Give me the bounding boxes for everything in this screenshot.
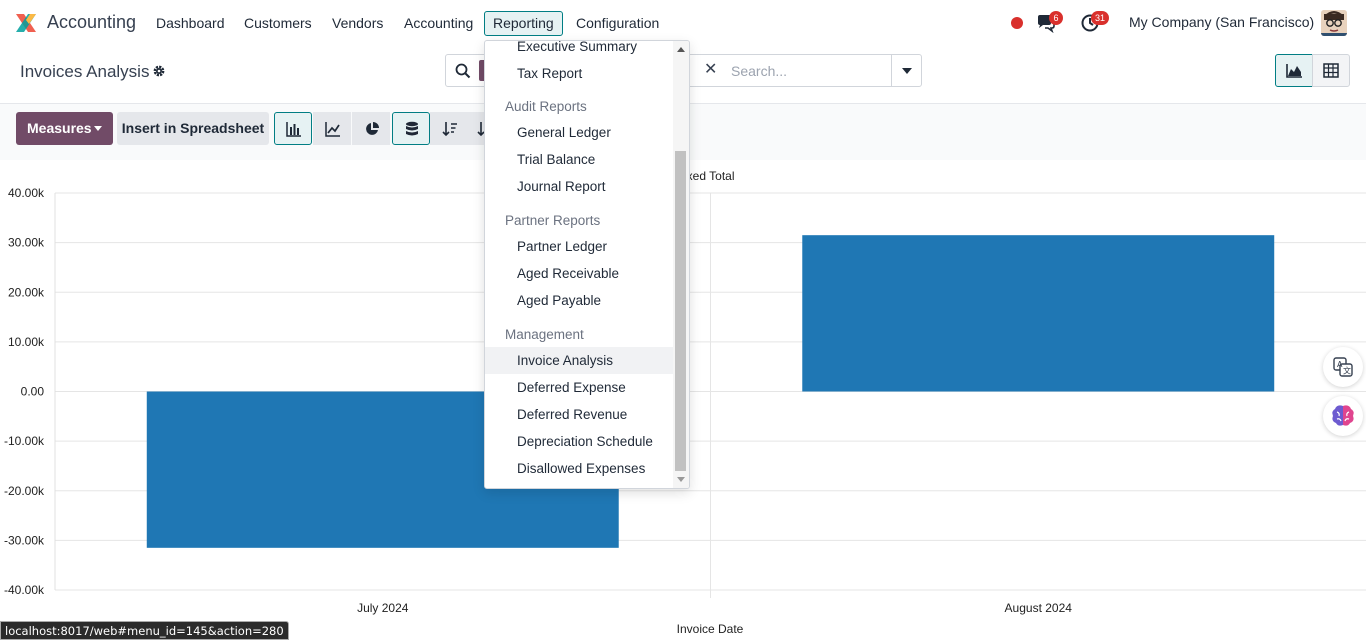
x-tick-label: August 2024 — [1005, 601, 1073, 615]
measures-label: Measures — [27, 120, 92, 136]
line-chart-icon — [325, 122, 340, 137]
menu-item-general-ledger[interactable]: General Ledger — [517, 125, 611, 140]
ai-assistant-button[interactable] — [1323, 396, 1363, 436]
dropdown-section-header: Partner Reports — [505, 213, 601, 228]
table-grid-icon — [1323, 63, 1339, 78]
line-chart-button[interactable] — [313, 112, 351, 145]
user-avatar[interactable] — [1321, 10, 1347, 36]
y-tick-label: -30.00k — [4, 533, 45, 547]
x-axis-title: Invoice Date — [677, 622, 744, 636]
remove-facet-icon[interactable]: ✕ — [704, 61, 718, 78]
nav-menu-reporting[interactable]: Reporting — [484, 11, 563, 36]
app-name[interactable]: Accounting — [47, 12, 137, 32]
y-tick-label: 20.00k — [8, 285, 45, 299]
menu-item-disallowed-expenses[interactable]: Disallowed Expenses — [517, 461, 646, 476]
top-navbar: Accounting Dashboard Customers Vendors Acco… — [0, 0, 1366, 46]
reporting-dropdown-menu: Disallowed Expenses Depreciation Schedule… — [484, 40, 690, 489]
menu-item-deferred-revenue[interactable]: Deferred Revenue — [517, 407, 628, 422]
insert-in-spreadsheet-button[interactable]: Insert in Spreadsheet — [117, 112, 269, 145]
nav-menu-accounting[interactable]: Accounting — [404, 15, 474, 31]
dropdown-section-header: Audit Reports — [505, 99, 587, 114]
menu-item-journal-report[interactable]: Journal Report — [517, 179, 606, 194]
scrollbar-thumb[interactable] — [675, 151, 686, 471]
avatar-image — [1321, 10, 1347, 36]
menu-item-depreciation-schedule[interactable]: Depreciation Schedule — [517, 434, 653, 449]
caret-down-icon — [94, 126, 102, 131]
menu-item-aged-receivable[interactable]: Aged Receivable — [517, 266, 620, 281]
brain-icon — [1332, 405, 1354, 426]
search-facet-tag — [479, 60, 487, 81]
scroll-up-arrow-icon[interactable] — [677, 47, 685, 52]
y-tick-label: 10.00k — [8, 335, 45, 349]
nav-menu-vendors[interactable]: Vendors — [332, 15, 384, 31]
record-status-dot[interactable] — [1011, 17, 1023, 29]
measures-dropdown-button[interactable]: Measures — [16, 112, 113, 145]
translate-button[interactable]: A 文 — [1323, 347, 1363, 387]
menu-item-aged-payable[interactable]: Aged Payable — [517, 293, 602, 308]
nav-menu-customers[interactable]: Customers — [244, 15, 312, 31]
svg-text:文: 文 — [1343, 366, 1351, 376]
link-preview-status: localhost:8017/web#menu_id=145&action=28… — [0, 621, 289, 640]
legend-label: axed Total — [680, 169, 735, 183]
pivot-view-button[interactable] — [1312, 54, 1350, 87]
graph-view-button[interactable] — [1275, 54, 1313, 87]
menu-item-invoice-analysis[interactable]: Invoice Analysis — [485, 347, 673, 374]
area-chart-icon — [1286, 64, 1302, 78]
gear-icon[interactable] — [152, 64, 166, 78]
menu-item-deferred-expense[interactable]: Deferred Expense — [517, 380, 626, 395]
sort-descending-icon — [442, 122, 457, 137]
search-options-toggle[interactable] — [891, 55, 921, 86]
nav-menu-dashboard[interactable]: Dashboard — [156, 15, 225, 31]
x-tick-label: July 2024 — [357, 601, 409, 615]
activity-badge: 31 — [1091, 11, 1110, 25]
y-tick-label: -10.00k — [4, 434, 45, 448]
page-title: Invoices Analysis — [20, 62, 150, 81]
menu-item-executive-summary[interactable]: Executive Summary — [517, 40, 638, 54]
sort-ascending-icon — [477, 122, 485, 137]
company-switcher[interactable]: My Company (San Francisco) — [1129, 14, 1315, 30]
y-tick-label: 40.00k — [8, 186, 45, 200]
scroll-down-arrow-icon[interactable] — [677, 477, 685, 482]
y-tick-label: -20.00k — [4, 484, 45, 498]
pie-chart-button[interactable] — [352, 112, 390, 145]
search-input[interactable] — [731, 59, 891, 83]
database-stack-icon — [406, 121, 418, 136]
chat-badge: 6 — [1049, 11, 1063, 25]
svg-text:A: A — [1337, 360, 1343, 369]
accounting-app-icon[interactable] — [14, 11, 38, 35]
y-tick-label: 30.00k — [8, 236, 45, 250]
nav-menu-configuration[interactable]: Configuration — [576, 15, 660, 31]
sort-descending-button[interactable] — [430, 112, 468, 145]
bar — [802, 235, 1275, 392]
dropdown-scrollbar[interactable] — [673, 41, 689, 488]
bar-chart-icon — [286, 122, 301, 137]
search-icon[interactable] — [455, 63, 471, 79]
y-tick-label: 0.00 — [21, 385, 45, 399]
menu-item-trial-balance[interactable]: Trial Balance — [517, 152, 596, 167]
menu-item-tax-report[interactable]: Tax Report — [517, 66, 583, 81]
menu-item-partner-ledger[interactable]: Partner Ledger — [517, 239, 608, 254]
translate-icon: A 文 — [1333, 357, 1353, 377]
caret-down-icon — [902, 68, 912, 74]
dropdown-section-header: Management — [505, 327, 584, 342]
pie-chart-icon — [366, 122, 379, 135]
stacked-toggle-button[interactable] — [392, 112, 430, 145]
y-tick-label: -40.00k — [4, 583, 45, 597]
bar-chart-button[interactable] — [274, 112, 312, 145]
